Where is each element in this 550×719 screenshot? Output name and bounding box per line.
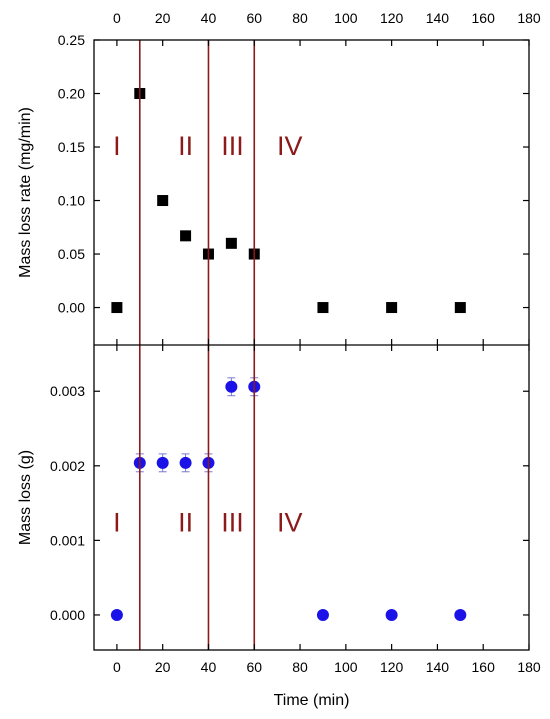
y-tick-label: 0.25 xyxy=(58,32,85,48)
data-point xyxy=(111,302,123,314)
x-tick-label-top: 80 xyxy=(292,10,308,26)
data-point xyxy=(110,608,123,621)
x-tick-label-top: 120 xyxy=(380,10,404,26)
y-tick-label: 0.20 xyxy=(58,86,85,102)
data-point xyxy=(225,237,237,249)
x-tick-label-top: 160 xyxy=(472,10,496,26)
y-tick-label: 0.15 xyxy=(58,139,85,155)
x-tick-label-bottom: 80 xyxy=(292,659,308,675)
data-point xyxy=(316,608,329,621)
axes-frame xyxy=(93,39,530,651)
y-tick-label: 0.003 xyxy=(50,383,85,399)
x-axis-label: Time (min) xyxy=(274,692,350,709)
x-tick-label-bottom: 40 xyxy=(201,659,217,675)
region-label: IV xyxy=(277,131,303,161)
x-tick-label-top: 100 xyxy=(334,10,358,26)
x-tick-label-bottom: 160 xyxy=(472,659,496,675)
x-tick-label-top: 140 xyxy=(426,10,450,26)
region-label: III xyxy=(221,508,244,538)
y-tick-label: 0.000 xyxy=(50,607,85,623)
x-tick-label-bottom: 20 xyxy=(155,659,171,675)
y-tick-label: 0.10 xyxy=(58,193,85,209)
region-label: II xyxy=(178,131,193,161)
mass-loss-rate-panel: 0.000.050.100.150.200.25I II III IV xyxy=(58,32,529,316)
y-tick-label: 0.001 xyxy=(50,532,85,548)
y-tick-label: 0.002 xyxy=(50,458,85,474)
x-tick-label-bottom: 120 xyxy=(380,659,404,675)
data-point xyxy=(385,608,398,621)
x-tick-label-bottom: 180 xyxy=(517,659,541,675)
x-tick-label-top: 40 xyxy=(201,10,217,26)
x-tick-label-bottom: 100 xyxy=(334,659,358,675)
x-axis-bottom-ticks: 0 20 40 60 80 100 120 140 160 180 xyxy=(113,345,541,675)
region-label: IV xyxy=(277,508,303,538)
data-point xyxy=(180,230,192,242)
data-point xyxy=(225,380,238,393)
y-tick-label: 0.00 xyxy=(58,300,85,316)
data-point xyxy=(454,302,466,314)
x-tick-label-bottom: 60 xyxy=(246,659,262,675)
data-point xyxy=(156,456,169,469)
x-axis-top-ticks: 0 20 40 60 80 100 120 140 160 180 xyxy=(113,10,541,345)
x-tick-label-top: 0 xyxy=(113,10,121,26)
region-label: II xyxy=(178,508,193,538)
x-tick-label-bottom: 0 xyxy=(113,659,121,675)
data-point xyxy=(317,302,329,314)
y-axis-label-top: Mass loss rate (mg/min) xyxy=(17,107,34,278)
region-label: III xyxy=(221,131,244,161)
data-point xyxy=(454,608,467,621)
x-tick-label-bottom: 140 xyxy=(426,659,450,675)
x-tick-label-top: 180 xyxy=(517,10,541,26)
data-point xyxy=(157,195,169,207)
region-label: I xyxy=(113,131,121,161)
data-point xyxy=(386,302,398,314)
data-point xyxy=(179,456,192,469)
y-axis-label-bottom: Mass loss (g) xyxy=(17,450,34,545)
x-tick-label-top: 60 xyxy=(246,10,262,26)
x-tick-label-top: 20 xyxy=(155,10,171,26)
region-label: I xyxy=(113,508,121,538)
y-tick-label: 0.05 xyxy=(58,246,85,262)
